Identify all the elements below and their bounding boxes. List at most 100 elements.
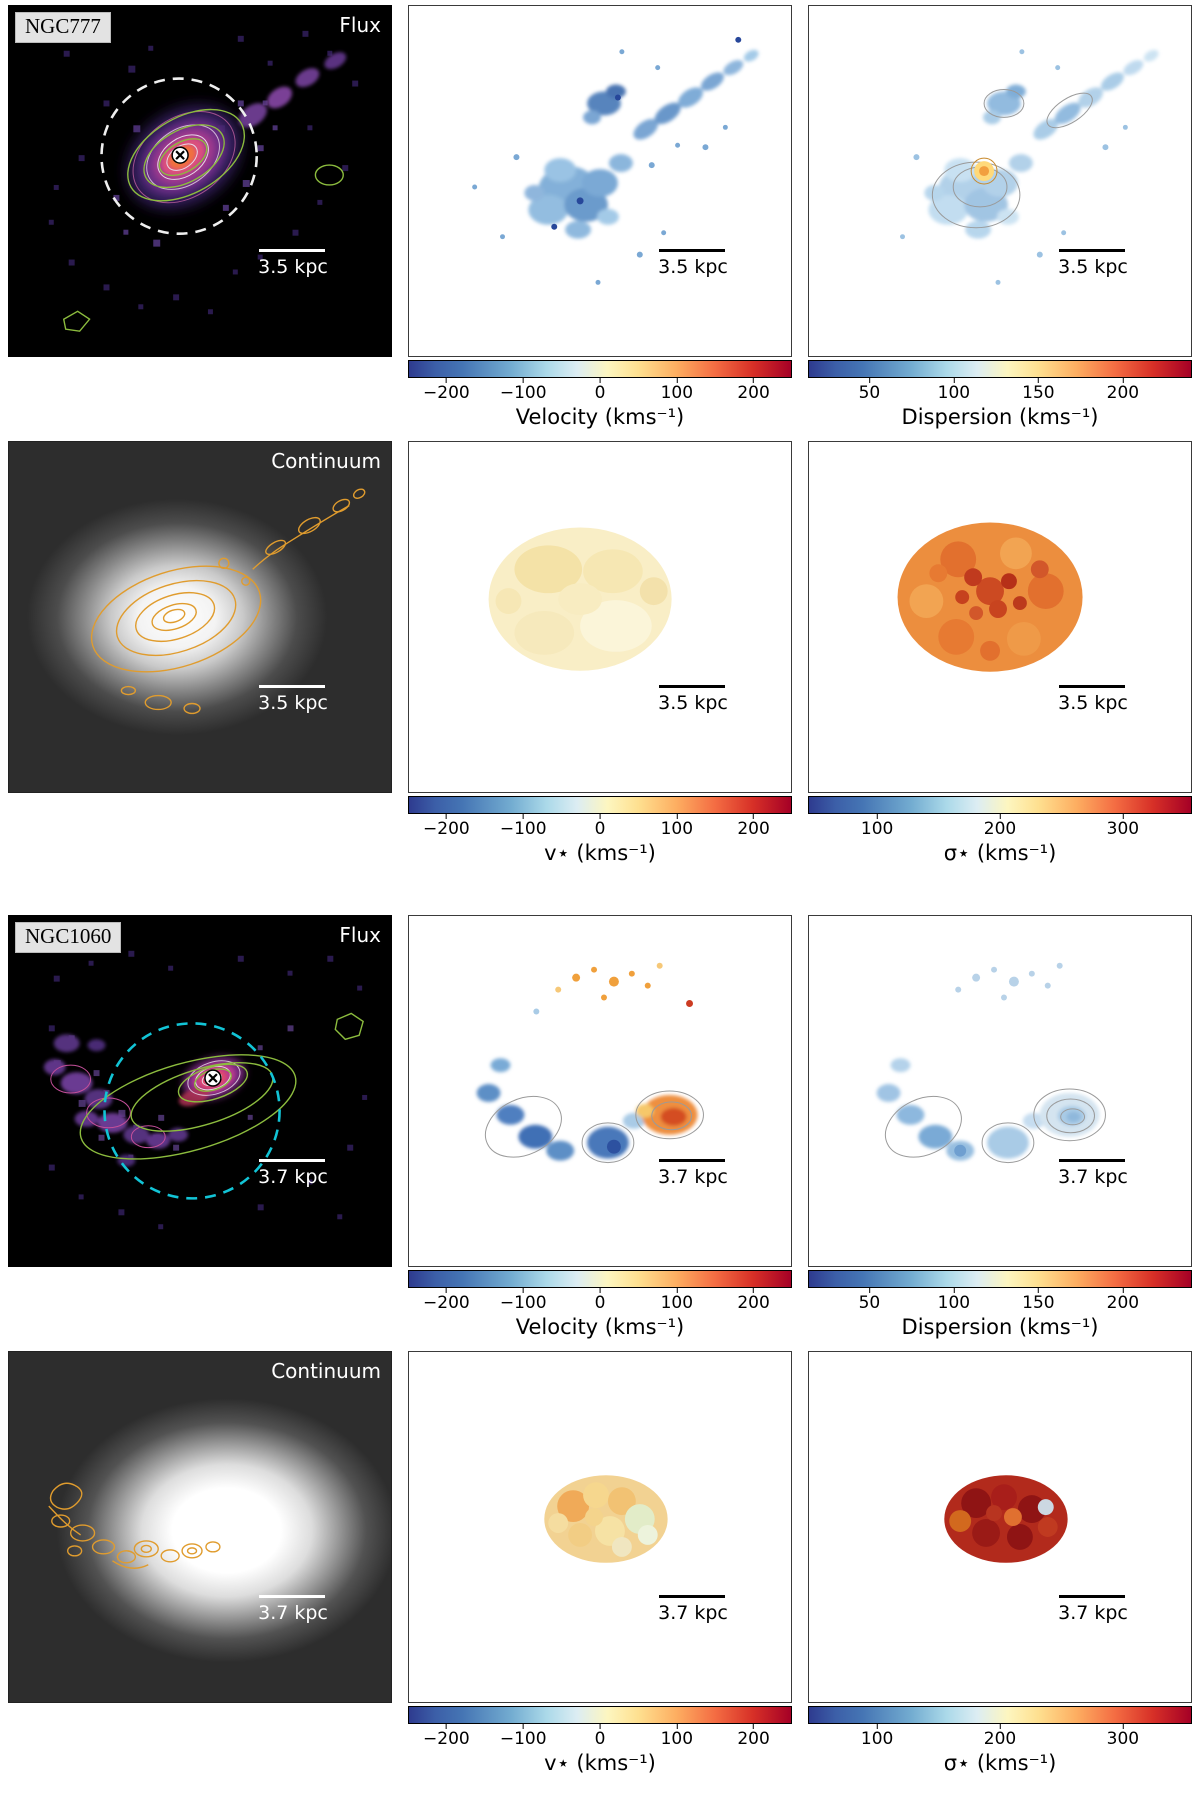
scale-label: 3.5 kpc bbox=[258, 256, 328, 278]
panel-ngc1060-dispersion: 3.7 kpc bbox=[808, 915, 1192, 1267]
colorbar-spacer bbox=[8, 360, 392, 433]
voronoi-patches bbox=[909, 537, 1064, 661]
stellar-colorbar-row-ngc777: −200 −100 0 100 200 v⋆ (kms⁻¹) 100 200 3… bbox=[0, 796, 1200, 869]
panel-ngc1060-stellar-dispersion: 3.7 kpc bbox=[808, 1351, 1192, 1703]
tidal-band bbox=[238, 52, 347, 128]
tick: 100 bbox=[861, 1724, 893, 1750]
dashed-aperture-circle bbox=[100, 77, 258, 235]
colorbar-axis-label: σ⋆ (kms⁻¹) bbox=[943, 1751, 1057, 1775]
tick: −100 bbox=[500, 1724, 547, 1750]
tick: 0 bbox=[595, 1288, 605, 1314]
colorbar-stellar-dispersion: 100 200 300 σ⋆ (kms⁻¹) bbox=[808, 796, 1192, 869]
colorbar-gradient bbox=[408, 1270, 792, 1288]
tick: −100 bbox=[500, 378, 547, 404]
top-speckles bbox=[955, 962, 1063, 1001]
tick: 100 bbox=[661, 1724, 693, 1750]
white-contours bbox=[146, 124, 220, 190]
tick: −200 bbox=[423, 1288, 470, 1314]
flux-map-ngc1060 bbox=[43, 950, 368, 1230]
scale-bar bbox=[659, 249, 725, 252]
scale-bar bbox=[1059, 249, 1125, 252]
grey-contours bbox=[884, 1088, 1106, 1164]
scale-label: 3.7 kpc bbox=[258, 1602, 328, 1624]
colorbar-stellar-dispersion: 100 200 300 σ⋆ (kms⁻¹) bbox=[808, 1706, 1192, 1779]
voronoi-patches bbox=[949, 1484, 1058, 1550]
dispersion-map-ngc777 bbox=[900, 49, 1159, 285]
tick: 200 bbox=[984, 1724, 1016, 1750]
dashed-aperture-circle bbox=[103, 1022, 281, 1200]
gas-blobs bbox=[876, 1058, 1100, 1161]
stellar-dispersion-map-ngc1060 bbox=[944, 1475, 1068, 1563]
tick: 100 bbox=[661, 378, 693, 404]
scale-label: 3.5 kpc bbox=[258, 692, 328, 714]
grey-contours bbox=[931, 89, 1093, 229]
red-speck bbox=[686, 1000, 694, 1007]
velocity-map-ngc1060 bbox=[476, 962, 704, 1164]
tick: 100 bbox=[661, 1288, 693, 1314]
orange-contours bbox=[48, 1482, 221, 1569]
panel-ngc1060-continuum: Continuum 3.7 kpc bbox=[8, 1351, 392, 1703]
colorbar-stellar-velocity: −200 −100 0 100 200 v⋆ (kms⁻¹) bbox=[408, 1706, 792, 1779]
colorbar-axis-label: Dispersion (kms⁻¹) bbox=[901, 1315, 1099, 1339]
scale-bar bbox=[659, 685, 725, 688]
tick: 100 bbox=[938, 1288, 970, 1314]
tick: 200 bbox=[737, 1288, 770, 1314]
tick: −200 bbox=[423, 1724, 470, 1750]
colorbar-velocity: −200 −100 0 100 200 Velocity (kms⁻¹) bbox=[408, 360, 792, 433]
colorbar-gradient bbox=[808, 1270, 1192, 1288]
colorbar-ticks: −200 −100 0 100 200 bbox=[408, 378, 792, 405]
colorbar-axis-label: Velocity (kms⁻¹) bbox=[515, 405, 685, 429]
hot-spot bbox=[970, 157, 998, 185]
voronoi-patches bbox=[495, 545, 668, 655]
dark-spot bbox=[606, 1139, 621, 1154]
stellar-dispersion-map-ngc777 bbox=[897, 522, 1083, 672]
dispersion-map-ngc1060 bbox=[876, 962, 1106, 1164]
speck bbox=[533, 1008, 540, 1015]
tick: 50 bbox=[859, 378, 880, 404]
tick: 100 bbox=[661, 814, 693, 840]
colorbar-ticks: 100 200 300 bbox=[808, 1724, 1192, 1751]
colorbar-gradient bbox=[408, 796, 792, 814]
faint-pixels bbox=[48, 30, 359, 315]
panel-ngc1060-flux: NGC1060 Flux 3.7 kpc bbox=[8, 915, 392, 1267]
stellar-panel-row-ngc777: Continuum 3.5 kpc bbox=[0, 441, 1200, 793]
stellar-velocity-map-ngc777 bbox=[488, 527, 672, 671]
tick: 0 bbox=[595, 814, 605, 840]
tick: 200 bbox=[737, 814, 770, 840]
panel-ngc777-dispersion: 3.5 kpc bbox=[808, 5, 1192, 357]
gas-colorbar-row-ngc777: −200 −100 0 100 200 Velocity (kms⁻¹) 50 … bbox=[0, 360, 1200, 433]
colorbar-ticks: 100 200 300 bbox=[808, 814, 1192, 841]
continuum-map-ngc777 bbox=[90, 488, 366, 715]
tick: 300 bbox=[1107, 814, 1139, 840]
pink-contours bbox=[132, 111, 236, 204]
tick: 150 bbox=[1022, 1288, 1055, 1314]
colorbar-spacer bbox=[8, 1706, 392, 1779]
scale-bar bbox=[659, 1159, 725, 1162]
x-marker bbox=[171, 146, 189, 164]
tick: 0 bbox=[595, 378, 605, 404]
colorbar-axis-label: σ⋆ (kms⁻¹) bbox=[943, 841, 1057, 865]
pink-contours bbox=[50, 1064, 166, 1149]
flux-label: Flux bbox=[339, 13, 381, 37]
speck bbox=[555, 986, 562, 993]
colorbar-gradient bbox=[808, 1706, 1192, 1724]
speck bbox=[656, 962, 663, 969]
flux-label: Flux bbox=[339, 923, 381, 947]
dark-spot bbox=[954, 1144, 967, 1157]
tick: 200 bbox=[1107, 1288, 1139, 1314]
scale-bar bbox=[659, 1595, 725, 1598]
galaxy-name-label: NGC1060 bbox=[15, 922, 122, 953]
scale-label: 3.7 kpc bbox=[1058, 1602, 1128, 1624]
colorbar-ticks: −200 −100 0 100 200 bbox=[408, 1724, 792, 1751]
tick: 100 bbox=[938, 378, 970, 404]
continuum-label: Continuum bbox=[271, 1359, 381, 1383]
colorbar-spacer bbox=[8, 796, 392, 869]
colorbar-gradient bbox=[808, 360, 1192, 378]
colorbar-ticks: 50 100 150 200 bbox=[808, 1288, 1192, 1315]
flux-map-ngc777 bbox=[48, 30, 359, 332]
panel-ngc777-flux: NGC777 Flux 3.5 kpc bbox=[8, 5, 392, 357]
speckles bbox=[472, 49, 728, 285]
galaxy-ngc777: NGC777 Flux 3.5 kpc bbox=[0, 5, 1200, 869]
scale-label: 3.5 kpc bbox=[1058, 256, 1128, 278]
velocity-map-ngc777 bbox=[472, 36, 759, 285]
